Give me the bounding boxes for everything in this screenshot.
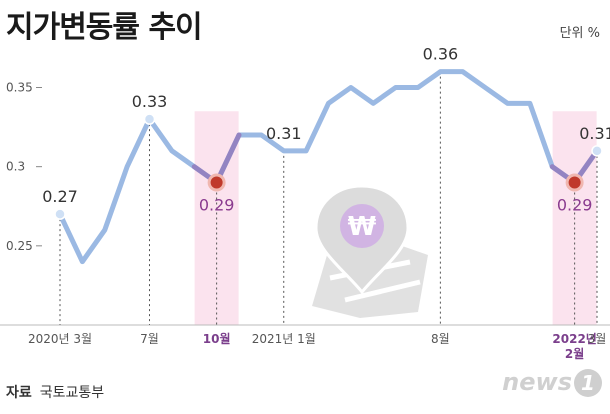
x-tick-label: 10월 [203,331,231,346]
y-tick-label: 0.3 [6,160,25,174]
drop-lines [59,71,598,325]
y-tick-label: 0.35 [6,81,33,95]
data-labels: 0.27 0.33 0.29 0.31 0.36 0.29 0.31 [42,45,610,215]
data-label: 0.33 [132,92,168,111]
logo-text: news [502,368,572,396]
won-coin-icon [340,204,384,248]
y-tick-label: 0.25 [6,239,33,253]
chart-title: 지가변동률 추이 [6,10,203,45]
data-label: 0.27 [42,187,78,206]
x-tick-label: 3월 [588,332,607,346]
x-tick-label: 7월 [140,332,159,346]
x-tick-label: 2021년 1월 [252,332,316,346]
data-points [54,113,603,220]
highlight-point [210,176,223,189]
news1-logo: news 1 [502,368,602,397]
location-pin-illustration: ₩ [312,184,428,318]
x-tick-label: 2022년 [552,332,596,346]
x-tick-label: 8월 [431,332,450,346]
source-key: 자료 [6,385,32,401]
source-value: 국토교통부 [39,385,105,401]
logo-mark: 1 [574,369,602,397]
axes: 0.25 0.3 0.35 2020년 3월 7월 10월 2021년 1월 8월 2022년2… [0,81,610,361]
data-label: 0.29 [199,196,235,215]
data-point [54,208,66,220]
data-label: 0.31 [266,124,302,143]
x-tick-label: 2월 [565,346,584,361]
data-point [591,145,603,157]
data-label: 0.29 [557,196,593,215]
x-tick-label: 2020년 3월 [28,332,92,346]
source-note: 자료 국토교통부 [6,382,104,402]
data-label: 0.36 [423,45,459,64]
map-fold-2 [344,279,421,303]
unit-label: 단위 % [559,26,600,41]
data-label: 0.31 [579,124,610,143]
won-sign: ₩ [348,212,377,242]
highlight-point [568,176,581,189]
data-point [143,113,156,125]
